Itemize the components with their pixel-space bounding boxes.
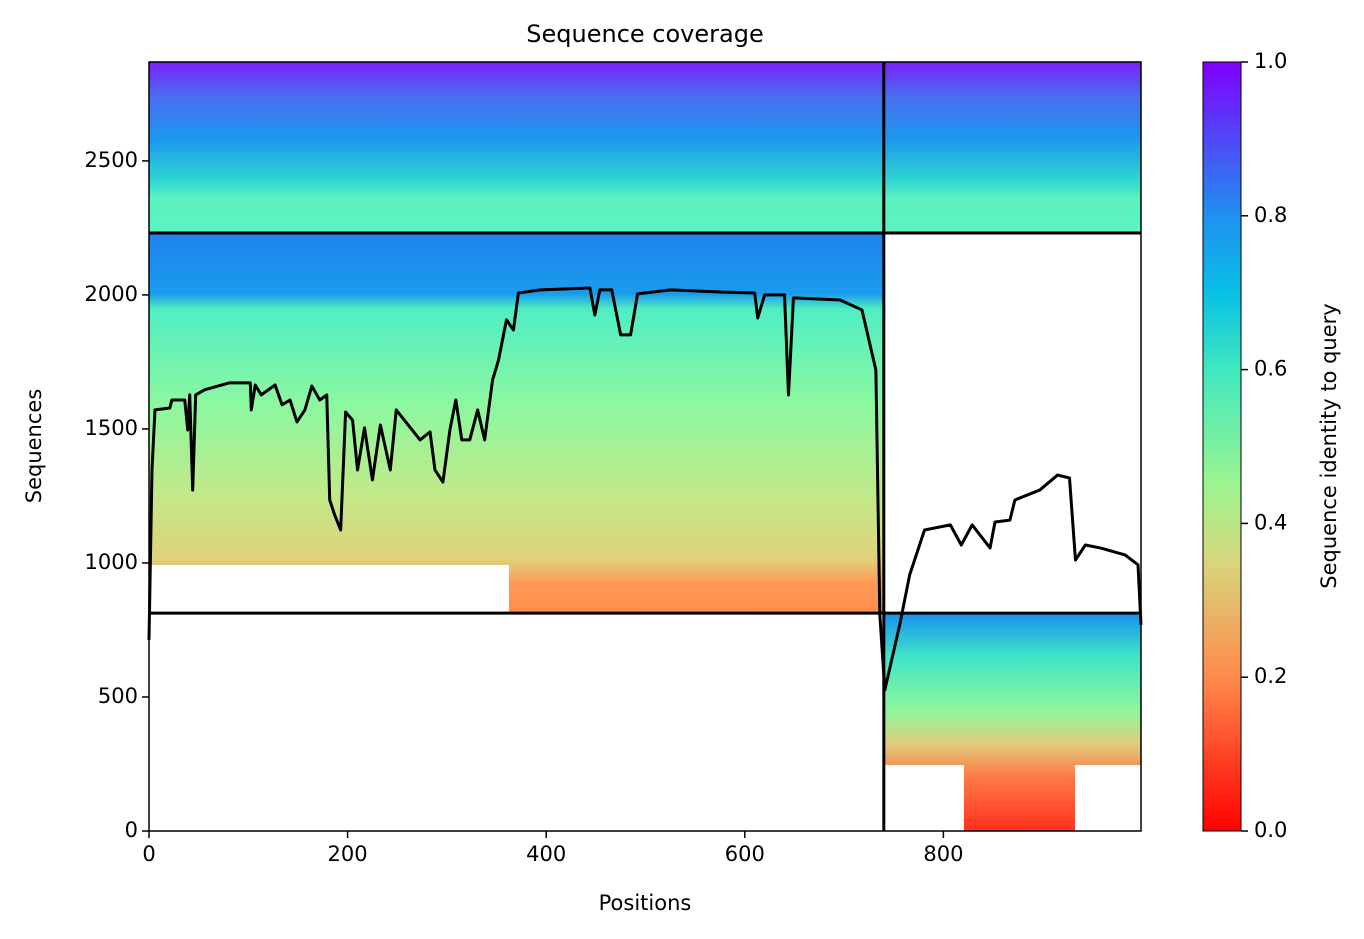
- plot-frame: [148, 61, 1142, 832]
- x-tick-label: 0: [142, 842, 155, 866]
- y-tick-label: 500: [98, 684, 138, 708]
- y-tick-label: 2500: [85, 148, 138, 172]
- x-tick-label: 800: [923, 842, 963, 866]
- colorbar-tick-label: 1.0: [1254, 49, 1287, 73]
- coverage-line: [147, 286, 1143, 692]
- coverage-block: [149, 233, 884, 613]
- x-tick-label: 200: [328, 842, 368, 866]
- colorbar-tick-label: 0.4: [1254, 510, 1287, 534]
- colorbar-tick-label: 0.2: [1254, 664, 1287, 688]
- y-tick-label: 2000: [85, 282, 138, 306]
- y-axis-label: Sequences: [22, 389, 46, 504]
- y-tick-label: 1500: [85, 416, 138, 440]
- chart-title: Sequence coverage: [526, 20, 763, 48]
- x-tick-label: 400: [526, 842, 566, 866]
- colorbar-label: Sequence identity to query: [1317, 303, 1341, 588]
- y-tick-label: 0: [125, 818, 138, 842]
- colorbar-tick-label: 0.0: [1254, 818, 1287, 842]
- empty-region: [884, 765, 964, 831]
- heatmap: [149, 62, 1141, 831]
- empty-region: [149, 565, 509, 613]
- x-tick-label: 600: [725, 842, 765, 866]
- coverage-block: [149, 62, 884, 233]
- colorbar-tick-label: 0.6: [1254, 357, 1287, 381]
- colorbar: [1202, 61, 1242, 832]
- coverage-block: [884, 62, 1141, 233]
- y-tick-label: 1000: [85, 550, 138, 574]
- empty-region: [1075, 765, 1141, 831]
- x-axis-label: Positions: [599, 891, 692, 915]
- colorbar-tick-label: 0.8: [1254, 203, 1287, 227]
